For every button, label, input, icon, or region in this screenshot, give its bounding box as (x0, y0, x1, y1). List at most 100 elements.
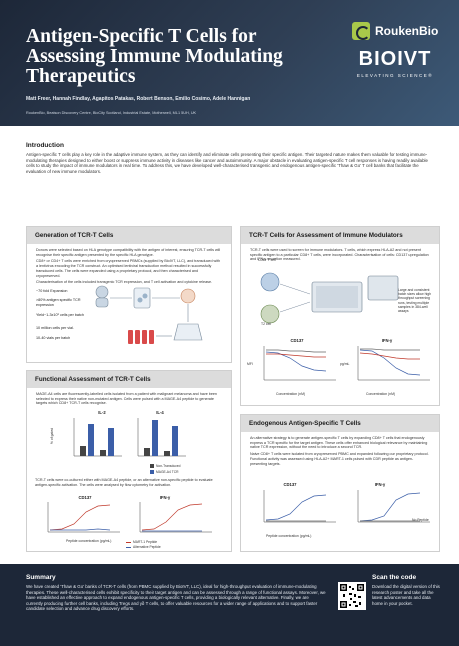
cd137-alt-line (50, 528, 111, 531)
lentivirus-icon (180, 288, 196, 304)
functional-ylabel: % of gated (50, 427, 55, 445)
generation-text-2: CD8+ or CD4+ T cells were enriched from … (36, 259, 221, 278)
endogenous-panel: Endogenous Antigen-Specific T Cells An a… (240, 414, 440, 552)
bullet-tcr-expression: >80% antigen specific TCR expression (36, 298, 81, 307)
cd137-series-b (266, 353, 326, 358)
summary-footer (0, 564, 459, 646)
poster-title: Antigen-Specific T Cells for Assessing I… (26, 26, 283, 87)
cd137-series-a (265, 351, 327, 372)
tcr-assessment-title: TCR-T Cells for Assessment of Immune Mod… (241, 227, 439, 244)
dose-title-cd137: CD137 (78, 495, 92, 500)
bullet-expansion: ~70 fold Expansion (36, 289, 68, 293)
bar-il4-tcr-2 (172, 426, 178, 456)
endogenous-text-2: Naive CD8+ T cells were isolated from cr… (250, 452, 429, 466)
bar-il2-tcr-2 (108, 428, 114, 456)
bullet-yield: Yield~1-3x10⁹ cells per batch (36, 313, 84, 317)
bioivt-tagline: ELEVATING SCIENCE® (356, 73, 434, 78)
cryovial-icon (128, 330, 154, 344)
tcr-ylabel-pgml: pg/mL (340, 362, 350, 366)
legend-label-alt: Alternative Peptide (133, 545, 161, 549)
legend-label-mart1: MART-1 Peptide (133, 540, 158, 544)
legend-mage-tcr: MAGE-A4 TCR (150, 470, 178, 474)
tcr-assessment-text: TCR-T cells were used to screen for immu… (250, 248, 429, 262)
affiliation: RoukenBio, Beatson Discovery Centre, Bio… (26, 111, 197, 115)
t2-label: T2 cell (261, 322, 271, 326)
scan-text: Download the digital version of this res… (372, 584, 440, 606)
cd8-label: CD8+ T cell (258, 258, 276, 262)
tcr-chart-title-cd137: CD137 (290, 338, 304, 343)
summary-title: Summary (26, 574, 56, 581)
endo-xlabel: Peptide concentration (pg/mL) (266, 534, 312, 538)
functional-title: Functional Assessment of TCR-T Cells (27, 371, 231, 388)
introduction-title: Introduction (26, 142, 64, 149)
functional-bar-charts (73, 418, 186, 457)
introduction-section: Introduction Antigen-specific T cells pl… (26, 142, 436, 174)
cd137-series-c (266, 349, 326, 353)
tcr-chart-title-ifng: IFN-γ (381, 338, 393, 343)
tcr-ylabel-mfi: MFI (247, 362, 253, 366)
legend-non-transduced: Non-Transduced (150, 464, 180, 468)
generation-text-3: Characterisation of the cells included t… (36, 280, 213, 285)
bar-il2-nt-2 (100, 450, 106, 456)
bioivt-wordmark: BIOIVT (358, 48, 432, 70)
throughput-note: Large and consistent batch sizes allow h… (398, 288, 431, 314)
ifng-series-a (359, 349, 421, 376)
bar-il4-nt (144, 448, 150, 456)
functional-panel: Functional Assessment of TCR-T Cells MAG… (26, 370, 232, 552)
plate-reader-icon (367, 275, 399, 301)
qr-code-icon[interactable] (338, 582, 366, 610)
roukenbio-logo: RoukenBio (352, 22, 438, 40)
donor-pbmc-icon (95, 285, 109, 308)
author-list: Matt Freer, Hannah Findlay, Agapitos Pat… (26, 96, 251, 102)
roukenbio-mark-icon (352, 22, 370, 40)
introduction-text: Antigen-specific T cells play a key role… (26, 152, 428, 174)
chart-title-il2: IL-2 (98, 410, 106, 415)
summary-text: We have created 'Thaw & Go' banks of TCR… (26, 584, 326, 612)
ifng-mart1-line (141, 503, 203, 531)
well-plate-icon (311, 281, 363, 313)
poster-header (0, 0, 459, 126)
cell-tube-icon (133, 287, 151, 309)
endo-legend-no-peptide: No Peptide (412, 518, 429, 522)
roukenbio-wordmark: RoukenBio (375, 24, 439, 38)
endogenous-title: Endogenous Antigen-Specific T Cells (241, 415, 439, 432)
functional-dose-curves (47, 502, 212, 533)
legend-label-nt: Non-Transduced (156, 464, 181, 468)
chart-title-il4: IL-4 (156, 410, 164, 415)
generation-title: Generation of TCR-T Cells (27, 227, 231, 244)
cd137-mart1-line (49, 504, 111, 531)
bar-il4-tcr (152, 420, 158, 456)
expansion-flask-icon (173, 323, 203, 341)
scan-title: Scan the code (372, 574, 417, 581)
bar-il4-nt-2 (164, 451, 170, 456)
endogenous-dose-charts (263, 490, 430, 523)
legend-alt-peptide: Alternative Peptide (126, 545, 161, 549)
tcr-assessment-panel: TCR-T Cells for Assessment of Immune Mod… (240, 226, 440, 406)
functional-text-1: MAGE-A4 cells are fluorescently-labelled… (36, 392, 217, 406)
bar-il2-nt (80, 446, 86, 456)
endo-title-cd137: CD137 (283, 482, 297, 487)
ifng-series-b (359, 352, 420, 360)
bullet-cells-per-vial: 10 million cells per vial. (36, 326, 74, 330)
screening-diagram (260, 272, 399, 324)
dose-xlabel-left: Peptide concentration (pg/mL) (66, 539, 112, 543)
t2-cell-icon (260, 304, 280, 324)
endo-title-ifng: IFN-γ (374, 482, 386, 487)
endo-ifng-line (359, 492, 421, 522)
ifng-series-c (360, 348, 420, 351)
tcr-xlabel-right: Concentration (nM) (366, 392, 396, 396)
functional-text-2: TCR-T cells were co-cultured either with… (35, 478, 213, 487)
dose-title-ifng: IFN-γ (159, 495, 171, 500)
legend-mart1: MART-1 Peptide (126, 540, 157, 544)
endo-cd137-line (265, 494, 327, 521)
bullet-vials: 10-40 vials per batch (36, 336, 71, 340)
legend-label-tcr: MAGE-A4 TCR (156, 470, 179, 474)
cd8-t-cell-icon (260, 272, 280, 292)
bar-il2-tcr (88, 424, 94, 456)
generation-workflow-diagram (95, 285, 203, 344)
tcr-dose-charts (263, 346, 430, 381)
tcr-xlabel-left: Concentration (nM) (276, 392, 306, 396)
bioivt-logo: BIOIVT ELEVATING SCIENCE® (350, 48, 440, 78)
generation-text-1: Donors were selected based on HLA genoty… (36, 248, 221, 257)
endogenous-text-1: An alternative strategy is to generate a… (250, 436, 428, 450)
